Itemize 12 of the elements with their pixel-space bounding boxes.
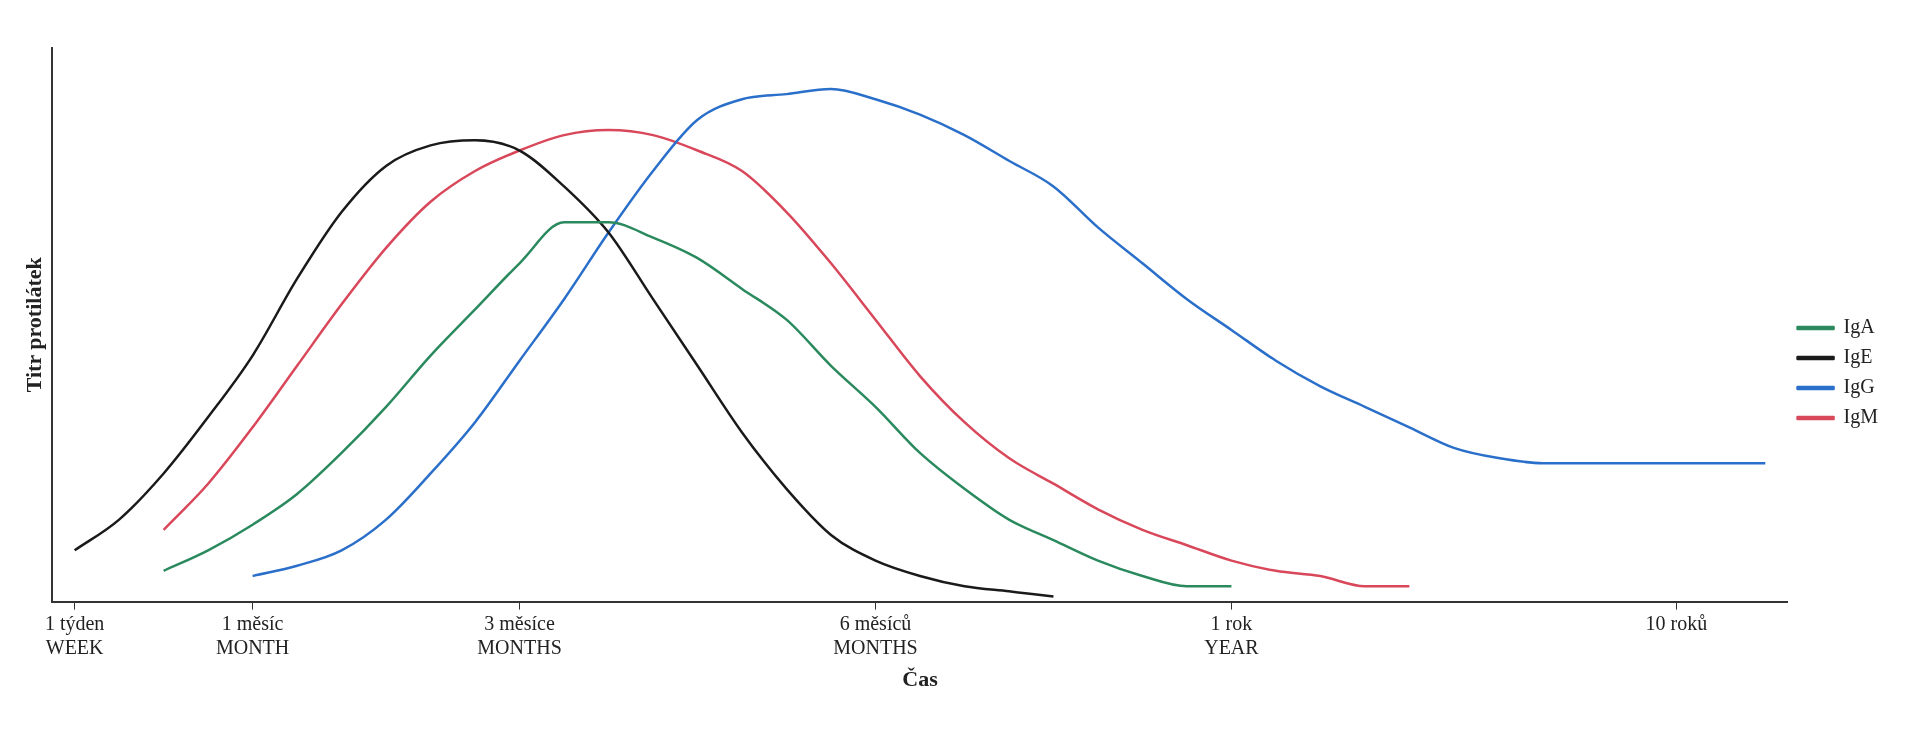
legend-label: IgE (1843, 345, 1873, 369)
x-axis-title: Čas (902, 666, 939, 692)
x-tick-label: 3 měsíce MONTHS (477, 611, 562, 658)
y-axis-title: Titr protilátek (20, 256, 46, 393)
x-tick-label: 1 rok YEAR (1204, 611, 1260, 658)
x-tick-label: 10 roků (1645, 611, 1708, 634)
legend-label: IgA (1843, 315, 1876, 339)
legend-label: IgM (1843, 405, 1879, 429)
x-tick-label: 1 týden WEEK (44, 611, 105, 658)
legend-label: IgG (1843, 375, 1875, 399)
x-tick-label: 6 měsíců MONTHS (833, 611, 918, 658)
x-tick-label: 1 měsíc MONTH (215, 611, 290, 658)
